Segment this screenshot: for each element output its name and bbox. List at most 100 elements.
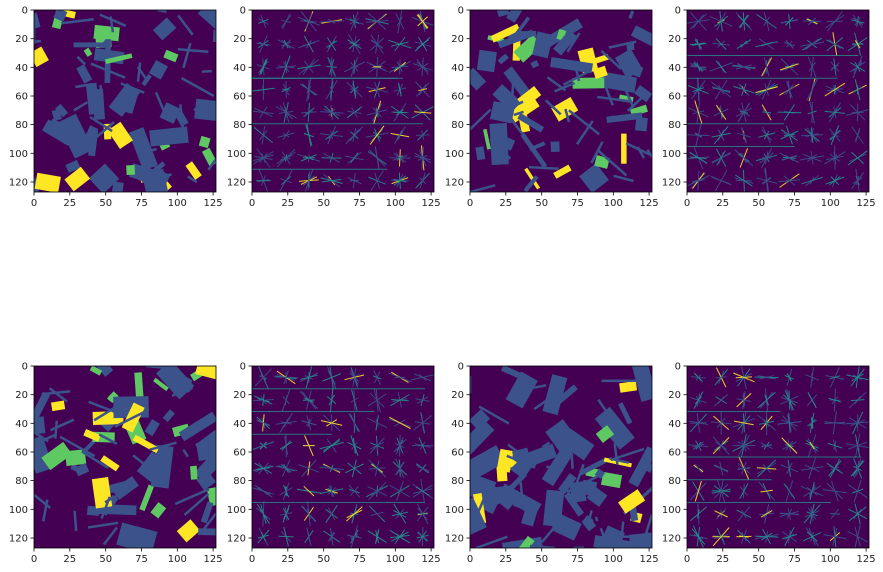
axes-frame [33,9,217,193]
segment-edge [75,82,93,89]
segment-edge [41,499,49,522]
segment-region [83,429,101,442]
y-tick-label: 120 [227,534,246,545]
y-tick-label: 0 [22,6,28,17]
segment-region [105,53,133,65]
segment-edge [566,475,599,494]
segment-region [619,380,638,393]
segment-region [76,64,93,84]
segment-region [83,47,93,57]
hog-gradient-stroke [805,133,819,138]
hog-gradient-stroke [350,131,359,140]
hog-gradient-stroke [372,463,383,474]
hog-gradient-stroke [737,441,751,450]
y-tick-label: 20 [451,34,464,45]
segment-region [96,366,114,377]
segment-region [550,141,560,153]
hog-gradient-stroke [282,102,290,123]
segment-edge [193,107,204,119]
segment-region [206,486,216,507]
hog-gradient-stroke [806,531,818,542]
hog-gradient-stroke [760,510,773,518]
segment-edge [568,109,600,136]
hog-gradient-stroke [394,63,406,70]
x-tick-label: 75 [135,198,148,209]
segment-edge [182,42,192,69]
segment-region [630,25,652,49]
segment-region [496,448,514,473]
segment-edge [562,69,592,86]
hog-gradient-stroke [824,421,846,425]
hog-gradient-stroke [718,84,725,95]
segment-edge [48,387,68,403]
segment-region [65,159,81,173]
hog-gradient-stroke [757,459,777,478]
segment-region [196,471,216,491]
segment-edge [76,55,86,66]
hog-gradient-stroke [714,15,729,27]
hog-gradient-stroke [804,510,820,518]
hog-gradient-stroke [739,483,749,499]
segment-region [483,128,491,150]
segment-edge [132,454,165,481]
hog-gradient-stroke [763,16,771,27]
segment-region [578,458,607,476]
hog-gradient-stroke [303,35,314,53]
segment-region [628,10,635,19]
hog-gradient-stroke [388,372,412,383]
hog-gradient-stroke [828,397,842,403]
x-tick-label: 125 [204,198,223,209]
y-tick-label: 100 [227,149,246,160]
x-tick-label: 25 [281,198,294,209]
axes-frame [251,9,435,193]
segment-region [558,473,577,495]
hog-gradient-stroke [850,19,865,24]
segment-edge [599,527,609,548]
segment-edge [88,400,121,416]
hog-gradient-stroke [784,390,794,411]
segment-edge [87,521,119,529]
y-tick-label: 40 [15,63,28,74]
y-tick-label: 20 [15,390,28,401]
segment-edge [81,450,109,469]
hog-image [252,10,434,192]
subplot-8: 0 25 50 75 100 125 0 20 40 60 80 100 120 [662,362,876,566]
x-tick-label: 125 [857,554,876,565]
segment-edge [49,418,75,432]
hog-gradient-stroke [785,41,793,48]
hog-gradient-stroke [393,126,406,144]
hog-image [687,10,869,192]
hog-gradient-stroke [760,42,773,47]
hog-gradient-stroke [805,38,820,51]
subplot-1: 0 25 50 75 100 125 0 20 40 60 80 100 120 [9,6,223,210]
hog-gradient-stroke [829,465,841,471]
x-tick-label: 125 [422,554,441,565]
segment-region [530,60,540,69]
hog-gradient-stroke [715,60,727,74]
x-tick-label: 100 [168,198,187,209]
hog-gradient-stroke [733,372,755,383]
hog-gradient-stroke [779,63,799,71]
segment-edge [99,39,108,49]
hog-gradient-stroke [306,508,311,520]
segment-region [176,519,201,543]
segment-region [53,10,68,22]
hog-gradient-stroke [352,172,356,189]
hog-gradient-stroke [416,14,429,29]
segment-region [519,535,535,548]
y-tick-label: 60 [451,92,464,103]
hog-gradient-stroke [283,463,289,473]
segment-edge [99,13,127,27]
segment-region [606,112,643,124]
y-tick-label: 100 [662,505,681,516]
hog-gradient-stroke [415,464,430,473]
hog-gradient-stroke [391,399,409,402]
hog-gradient-stroke [714,510,728,518]
hog-gradient-stroke [735,64,752,70]
y-tick-label: 40 [233,63,246,74]
segment-region [41,441,73,471]
segment-region [34,46,49,68]
segment-region [141,74,152,87]
hog-gradient-stroke [330,485,333,497]
hog-gradient-stroke [257,420,270,426]
